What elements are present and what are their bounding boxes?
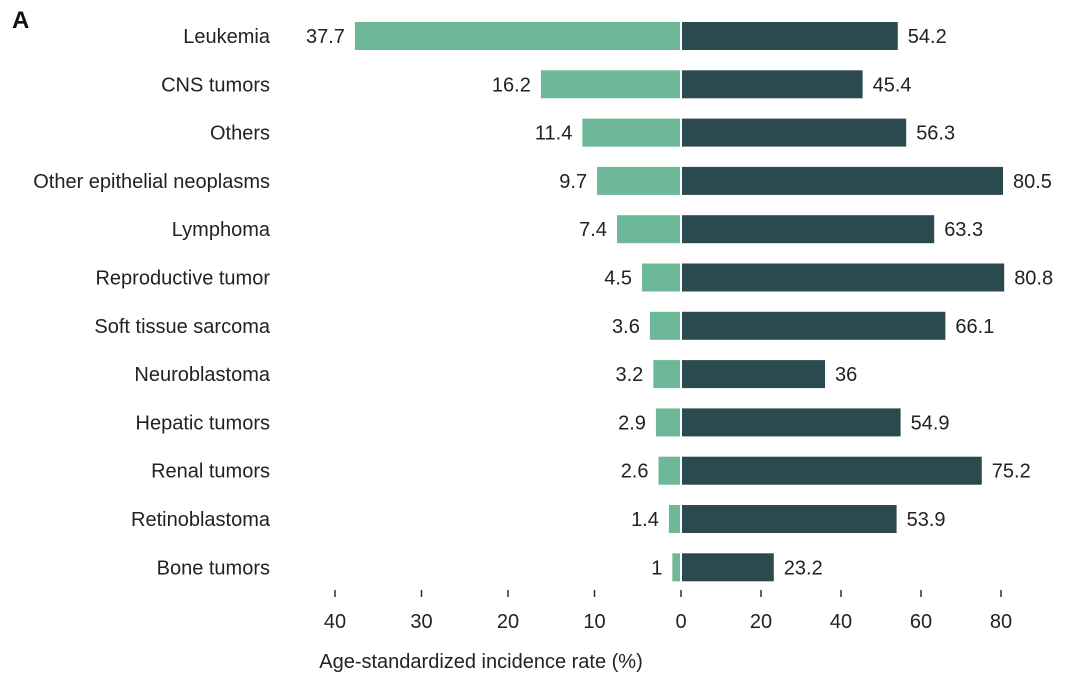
x-tick-label: 20 [497, 611, 519, 633]
category-label: Other epithelial neoplasms [33, 171, 270, 193]
left-bar [582, 118, 681, 147]
category-label: Lymphoma [172, 219, 271, 241]
left-value-label: 2.6 [621, 461, 649, 483]
left-value-label: 1.4 [631, 509, 659, 531]
x-tick-label: 80 [990, 611, 1012, 633]
left-bar [655, 408, 681, 437]
left-bar [668, 505, 681, 533]
left-bar [672, 553, 681, 582]
right-value-label: 54.2 [908, 26, 947, 48]
left-value-label: 9.7 [559, 171, 587, 193]
right-bar [681, 553, 774, 582]
right-value-label: 45.4 [873, 74, 912, 96]
right-bar [681, 456, 982, 485]
right-bar [681, 118, 907, 147]
left-bar [642, 263, 681, 292]
category-label: Hepatic tumors [136, 412, 271, 434]
right-value-label: 36 [835, 364, 857, 386]
left-bar [653, 360, 681, 389]
right-bar [681, 263, 1005, 292]
x-axis-ticks: 40 30 20 10 0 20 40 60 80 [324, 590, 1012, 633]
left-value-label: 3.6 [612, 316, 640, 338]
x-tick-label: 40 [324, 611, 346, 633]
category-label: Bone tumors [157, 557, 270, 579]
right-bar [681, 215, 935, 244]
right-value-label: 23.2 [784, 557, 823, 579]
value-labels: 37.7 54.216.2 45.411.4 56.39.7 80.57.4 63.34.… [306, 26, 1053, 579]
left-bar [658, 456, 681, 485]
x-axis-title: Age-standardized incidence rate (%) [319, 651, 643, 673]
right-bar [681, 166, 1003, 195]
x-tick-label: 20 [750, 611, 772, 633]
x-tick-label: 10 [583, 611, 605, 633]
x-tick-label: 30 [410, 611, 432, 633]
right-value-label: 75.2 [992, 461, 1031, 483]
right-value-label: 63.3 [944, 219, 983, 241]
right-bar [681, 311, 946, 340]
x-tick-label: 60 [910, 611, 932, 633]
category-label: Retinoblastoma [131, 509, 271, 531]
right-value-label: 53.9 [907, 509, 946, 531]
category-label: Renal tumors [151, 461, 270, 483]
category-label: Reproductive tumor [95, 268, 270, 290]
right-bar [681, 22, 898, 50]
category-label: CNS tumors [161, 74, 270, 96]
left-value-label: 2.9 [618, 412, 646, 434]
right-bar [681, 360, 825, 389]
left-value-label: 16.2 [492, 74, 531, 96]
category-labels: Leukemia CNS tumors Others Other epithelial… [33, 26, 271, 579]
x-tick-label: 0 [675, 611, 686, 633]
left-bars [354, 22, 681, 582]
left-bar [540, 70, 681, 99]
left-value-label: 11.4 [535, 123, 572, 145]
left-value-label: 4.5 [604, 268, 632, 290]
right-value-label: 54.9 [911, 412, 950, 434]
left-value-label: 3.2 [616, 364, 644, 386]
left-bar [354, 22, 681, 50]
left-value-label: 37.7 [306, 26, 345, 48]
left-bar [597, 166, 681, 195]
left-value-label: 1 [651, 557, 662, 579]
right-bars [680, 18, 1005, 584]
category-label: Soft tissue sarcoma [94, 316, 271, 338]
right-bar [681, 505, 897, 533]
left-bar [616, 215, 681, 244]
panel-label: A [12, 7, 29, 34]
x-tick-label: 40 [830, 611, 852, 633]
category-label: Leukemia [183, 26, 271, 48]
left-value-label: 7.4 [579, 219, 607, 241]
category-label: Neuroblastoma [134, 364, 271, 386]
category-label: Others [210, 123, 270, 145]
right-value-label: 80.8 [1014, 268, 1053, 290]
right-value-label: 80.5 [1013, 171, 1052, 193]
left-bar [649, 311, 681, 340]
right-value-label: 56.3 [916, 123, 955, 145]
right-bar [681, 408, 901, 437]
right-bar [681, 70, 863, 99]
right-value-label: 66.1 [955, 316, 994, 338]
